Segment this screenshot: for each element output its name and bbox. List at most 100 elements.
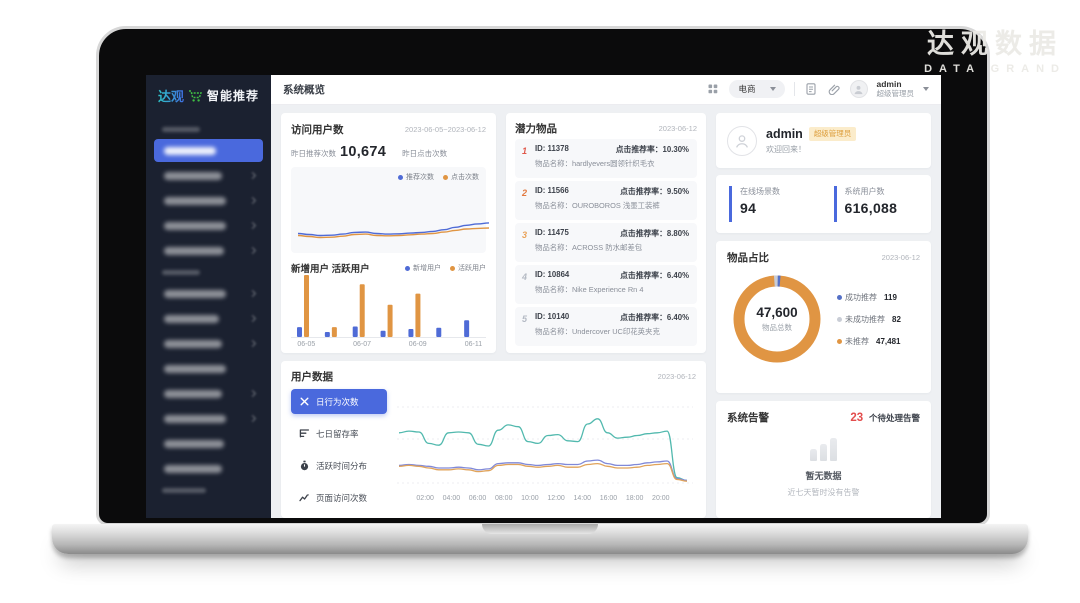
item-click-rate: 点击推荐率：6.40% <box>620 313 689 322</box>
legend-row: 成功推荐 119 <box>837 292 901 303</box>
potential-item[interactable]: 4 ID: 10864 点击推荐率：6.40% 物品名称：Nike Experienc… <box>515 265 697 304</box>
time-tick-label: 02:00 <box>416 495 434 502</box>
admin-card: admin 超级管理员 欢迎回来！ <box>716 113 931 168</box>
sidebar-menu <box>146 113 271 498</box>
online-scenes-stat: 在线场景数 94 <box>729 186 814 222</box>
panel-title: 访问用户数 <box>291 124 344 136</box>
item-id: ID: 11566 <box>535 186 569 195</box>
time-tick-label: 08:00 <box>494 495 513 502</box>
daily-behavior-button[interactable]: 日行为次数 <box>291 389 387 414</box>
time-icon <box>299 460 310 471</box>
donut-legend: 成功推荐 119 未成功推荐 82 未推荐 47,481 <box>837 292 901 347</box>
chevron-right-icon <box>248 246 257 255</box>
user-info[interactable]: admin 超级管理员 <box>877 80 915 98</box>
retention-button[interactable]: 七日留存率 <box>291 421 387 446</box>
user-avatar[interactable] <box>849 80 868 99</box>
item-click-rate: 点击推荐率：10.30% <box>615 145 689 154</box>
user-name: admin <box>876 79 902 90</box>
sidebar-item[interactable] <box>154 407 263 430</box>
item-name: 物品名称：OUROBOROS 浅墨工装裤 <box>535 201 660 210</box>
chevron-right-icon <box>248 221 257 230</box>
visit-users-panel: 访问用户数 2023-06-05~2023-06-12 昨日推荐次数 10,67… <box>281 113 496 353</box>
item-click-rate: 点击推荐率：6.40% <box>620 271 689 280</box>
sidebar-item[interactable] <box>154 282 263 305</box>
rank-badge: 2 <box>522 188 528 198</box>
apps-grid-icon[interactable] <box>706 82 720 96</box>
scene-select-value: 电商 <box>738 84 756 95</box>
bar-chart-title: 新增用户 活跃用户 <box>291 264 370 275</box>
time-tick-label: 06:00 <box>468 495 487 502</box>
legend-dot <box>450 265 455 271</box>
sidebar-item[interactable] <box>154 164 263 187</box>
sidebar-item[interactable] <box>154 239 263 262</box>
pending-alert-count: 23 <box>850 411 864 424</box>
visit-line-chart: 推荐次数 点击次数 <box>291 167 490 253</box>
legend-row: 未推荐 47,481 <box>837 336 901 347</box>
bar-legend: 新增用户 活跃用户 <box>405 263 486 273</box>
legend-row: 未成功推荐 82 <box>837 314 901 325</box>
page-visits-button[interactable]: 页面访问次数 <box>291 485 387 510</box>
panel-title: 潜力物品 <box>515 123 557 135</box>
chevron-right-icon <box>248 196 257 205</box>
sidebar: 达观 智能推荐 <box>146 75 271 518</box>
sidebar-item[interactable] <box>154 457 263 480</box>
sidebar-item[interactable] <box>154 189 263 212</box>
divider <box>793 82 795 97</box>
chevron-right-icon <box>248 414 257 423</box>
total-items-value: 47,600 <box>756 305 798 320</box>
scene-select[interactable]: 电商 <box>729 80 785 99</box>
line-legend: 推荐次数 点击次数 <box>398 172 479 182</box>
sidebar-item-active[interactable] <box>154 139 263 162</box>
user-data-panel: 用户数据 2023-06-12 日行为次数 <box>281 361 706 518</box>
x-tick-label: 06-07 <box>353 341 371 348</box>
x-tick-label: 06-11 <box>464 341 483 348</box>
potential-items-list: 1 ID: 11378 点击推荐率：10.30% 物品名称：hardlyevers圆领… <box>515 139 697 346</box>
empty-title: 暂无数据 <box>805 471 842 481</box>
welcome-text: 欢迎回来！ <box>766 144 806 154</box>
pageview-icon <box>299 492 310 503</box>
avatar <box>727 125 757 156</box>
document-icon[interactable] <box>804 82 818 96</box>
sidebar-item[interactable] <box>154 307 263 330</box>
rank-badge: 5 <box>522 314 528 324</box>
item-click-rate: 点击推荐率：9.50% <box>620 187 689 196</box>
time-tick-label: 18:00 <box>625 495 644 502</box>
metric-buttons: 日行为次数 七日留存率 <box>291 389 387 510</box>
item-ratio-panel: 物品占比 2023-06-12 47,600 物品总数 成功推荐 119 未成功推荐… <box>716 241 931 393</box>
chevron-right-icon <box>248 314 257 323</box>
date-range: 2023-06-05~2023-06-12 <box>404 125 486 134</box>
app-logo: 达观 智能推荐 <box>146 75 271 113</box>
behavior-icon <box>299 396 310 407</box>
empty-bars-icon <box>810 437 837 461</box>
panel-date: 2023-06-12 <box>881 253 920 262</box>
admin-name: admin <box>766 126 803 141</box>
sidebar-item[interactable] <box>154 382 263 405</box>
sidebar-item[interactable] <box>154 357 263 380</box>
chevron-right-icon <box>248 389 257 398</box>
legend-dot <box>443 174 448 180</box>
topbar-actions: 电商 <box>706 80 929 99</box>
sidebar-item[interactable] <box>154 332 263 355</box>
user-role: 超级管理员 <box>876 89 915 99</box>
potential-item[interactable]: 3 ID: 11475 点击推荐率：8.80% 物品名称：ACROSS 防水邮差包 <box>515 223 697 262</box>
main-content: 访问用户数 2023-06-05~2023-06-12 昨日推荐次数 10,67… <box>271 105 941 518</box>
page-title: 系统概览 <box>283 84 325 96</box>
potential-item[interactable]: 1 ID: 11378 点击推荐率：10.30% 物品名称：hardlyevers圆领… <box>515 139 697 178</box>
item-id: ID: 11378 <box>535 144 569 153</box>
user-behavior-line-chart: 02:00 04:00 06:00 08:00 10:00 12:00 14:00 16:00… <box>397 387 693 507</box>
active-time-button[interactable]: 活跃时间分布 <box>291 453 387 478</box>
potential-item[interactable]: 5 ID: 10140 点击推荐率：6.40% 物品名称：Undercover UC印… <box>515 307 697 346</box>
item-click-rate: 点击推荐率：8.80% <box>620 229 689 238</box>
x-tick-label: 06-05 <box>297 341 316 348</box>
sidebar-section-label <box>146 264 271 280</box>
sidebar-item[interactable] <box>154 214 263 237</box>
potential-item[interactable]: 2 ID: 11566 点击推荐率：9.50% 物品名称：OUROBOROS 浅墨工装… <box>515 181 697 220</box>
item-id: ID: 10140 <box>535 312 570 321</box>
retention-icon <box>299 428 310 439</box>
link-icon[interactable] <box>827 82 841 96</box>
sidebar-item[interactable] <box>154 432 263 455</box>
chevron-right-icon <box>248 171 257 180</box>
chevron-down-icon[interactable] <box>923 87 929 92</box>
items-donut-chart: 47,600 物品总数 <box>727 269 827 369</box>
item-id: ID: 10864 <box>535 270 570 279</box>
